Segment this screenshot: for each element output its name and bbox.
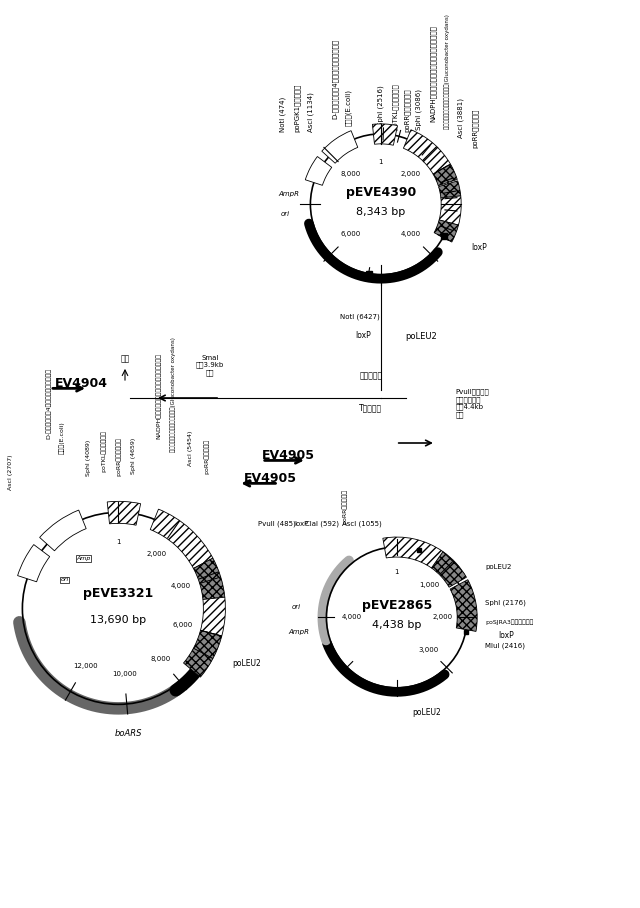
Text: 4,000: 4,000 xyxy=(401,232,421,237)
Wedge shape xyxy=(184,648,213,677)
Text: poRRプロモータ: poRRプロモータ xyxy=(204,439,209,474)
Text: loxP: loxP xyxy=(471,243,486,252)
Text: EV4905: EV4905 xyxy=(243,472,296,485)
Text: 大腸菌(E.coli): 大腸菌(E.coli) xyxy=(60,421,65,454)
Text: SphI (2516): SphI (2516) xyxy=(378,85,384,126)
Text: poRRターミネータ: poRRターミネータ xyxy=(116,438,121,477)
Text: D-アラビトール4オキシドレダクターゼ: D-アラビトール4オキシドレダクターゼ xyxy=(332,39,338,119)
Text: グルコノバクターオキシダンス(Gluconobacter oxydans): グルコノバクターオキシダンス(Gluconobacter oxydans) xyxy=(171,338,176,452)
Text: pEVE3321: pEVE3321 xyxy=(83,587,154,600)
Text: loxP: loxP xyxy=(355,331,371,340)
Text: boARS: boARS xyxy=(115,729,142,738)
Text: poRRプロモータ: poRRプロモータ xyxy=(472,109,478,148)
Wedge shape xyxy=(438,181,461,198)
Text: NADPH依存的キシリトールデヒドロゲナーゼ: NADPH依存的キシリトールデヒドロゲナーゼ xyxy=(156,353,161,439)
Text: 1: 1 xyxy=(394,569,399,575)
Text: ori: ori xyxy=(292,605,301,610)
Text: poTKLターミネータ: poTKLターミネータ xyxy=(392,84,398,131)
Wedge shape xyxy=(108,501,141,525)
Text: 組換え反応: 組換え反応 xyxy=(359,371,382,380)
Wedge shape xyxy=(450,579,477,631)
Text: SphI (3086): SphI (3086) xyxy=(415,89,422,131)
Text: loxP: loxP xyxy=(499,631,514,640)
Text: AscI (3881): AscI (3881) xyxy=(458,98,464,138)
Text: poSJRA3ターミネータ: poSJRA3ターミネータ xyxy=(485,619,534,626)
Text: poRRプロモータ: poRRプロモータ xyxy=(342,489,348,524)
Wedge shape xyxy=(200,597,225,636)
Text: SmaI
単離3.9kb
断片: SmaI 単離3.9kb 断片 xyxy=(196,355,224,376)
Text: EV4904: EV4904 xyxy=(55,377,108,390)
Text: 12,000: 12,000 xyxy=(73,663,98,668)
Text: ClaI (592): ClaI (592) xyxy=(305,520,339,527)
Wedge shape xyxy=(17,545,50,582)
Text: poLEU2: poLEU2 xyxy=(405,331,436,340)
Text: EV4905: EV4905 xyxy=(262,449,315,462)
Text: D-アラビトール4オキシドレダクターゼ: D-アラビトール4オキシドレダクターゼ xyxy=(45,369,51,439)
Wedge shape xyxy=(322,131,358,163)
Wedge shape xyxy=(434,220,458,242)
Text: AscI (1055): AscI (1055) xyxy=(342,520,381,527)
Text: 4,438 bp: 4,438 bp xyxy=(372,620,422,630)
Text: NADPH依存的キシリトールデヒドロゲナーゼ: NADPH依存的キシリトールデヒドロゲナーゼ xyxy=(429,25,436,123)
Text: PvuII完全化、
脱リン酸化、
単離4.4kb
断片: PvuII完全化、 脱リン酸化、 単離4.4kb 断片 xyxy=(456,389,490,418)
Text: ori: ori xyxy=(280,212,289,217)
Text: AmpR: AmpR xyxy=(288,629,309,636)
Text: pEVE4390: pEVE4390 xyxy=(346,186,416,199)
Text: 2,000: 2,000 xyxy=(401,172,421,177)
Wedge shape xyxy=(372,123,397,145)
Wedge shape xyxy=(193,558,221,584)
Text: AscI (2707): AscI (2707) xyxy=(8,455,13,490)
Text: pEVE2865: pEVE2865 xyxy=(362,599,432,612)
Wedge shape xyxy=(439,196,461,225)
Text: poTKLターミネータ: poTKLターミネータ xyxy=(100,430,106,472)
Text: 8,343 bp: 8,343 bp xyxy=(356,207,405,217)
Text: poLEU2: poLEU2 xyxy=(485,565,511,570)
Wedge shape xyxy=(431,551,467,587)
Text: SphI (4089): SphI (4089) xyxy=(86,440,91,477)
Wedge shape xyxy=(40,510,86,551)
Text: poLEU2: poLEU2 xyxy=(232,659,261,668)
Text: 1: 1 xyxy=(378,159,383,165)
Text: 2,000: 2,000 xyxy=(432,615,452,620)
Text: グルコノバクターオキシダンス(Gluconobacter oxydans): グルコノバクターオキシダンス(Gluconobacter oxydans) xyxy=(444,15,449,129)
Text: 1: 1 xyxy=(116,539,121,546)
Text: AmpR: AmpR xyxy=(278,192,300,197)
Text: poPGK1プロモータ: poPGK1プロモータ xyxy=(294,84,300,133)
Text: 10,000: 10,000 xyxy=(112,671,136,677)
Wedge shape xyxy=(200,577,225,599)
Text: 8,000: 8,000 xyxy=(150,656,171,662)
Text: 8,000: 8,000 xyxy=(340,172,361,177)
Text: AscI (5454): AscI (5454) xyxy=(188,431,193,467)
Text: poLEU2: poLEU2 xyxy=(412,708,441,716)
Text: AscI (1134): AscI (1134) xyxy=(308,93,314,133)
Text: ori: ori xyxy=(60,577,68,582)
Text: Amp: Amp xyxy=(76,556,91,561)
Text: MluI (2416): MluI (2416) xyxy=(485,642,525,648)
Text: PvuII (485): PvuII (485) xyxy=(258,520,296,527)
Text: 6,000: 6,000 xyxy=(340,232,361,237)
Text: SphI (4659): SphI (4659) xyxy=(131,438,136,474)
Text: 1,000: 1,000 xyxy=(419,582,439,588)
Text: NotI (474): NotI (474) xyxy=(280,97,286,133)
Text: 大腸菌(E.coli): 大腸菌(E.coli) xyxy=(346,89,352,126)
Text: NotI (6427): NotI (6427) xyxy=(340,313,380,320)
Text: 13,690 bp: 13,690 bp xyxy=(90,616,147,626)
Text: 2,000: 2,000 xyxy=(146,551,166,558)
Wedge shape xyxy=(305,156,332,185)
Wedge shape xyxy=(150,509,213,568)
Wedge shape xyxy=(433,164,457,185)
Text: SphI (2176): SphI (2176) xyxy=(485,599,526,606)
Text: poRRターミネータ: poRRターミネータ xyxy=(403,89,410,133)
Text: 4,000: 4,000 xyxy=(341,615,362,620)
Text: 6,000: 6,000 xyxy=(172,623,192,628)
Wedge shape xyxy=(193,630,221,658)
Text: loxP: loxP xyxy=(294,521,309,527)
Wedge shape xyxy=(403,130,451,174)
Text: Tリガーゼ: Tリガーゼ xyxy=(359,403,382,412)
Text: 増幅: 増幅 xyxy=(120,354,130,363)
Text: 4,000: 4,000 xyxy=(170,583,191,588)
Wedge shape xyxy=(383,537,443,568)
Text: 3,000: 3,000 xyxy=(419,646,439,653)
